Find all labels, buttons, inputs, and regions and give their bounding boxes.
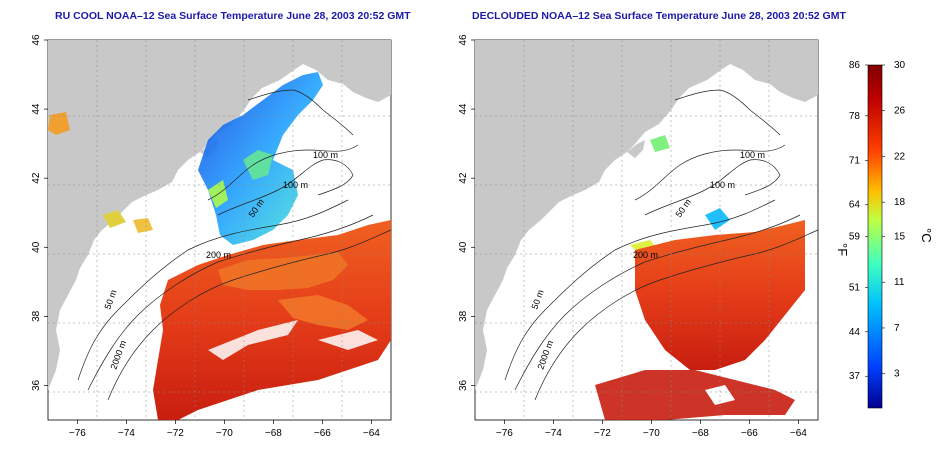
y-tick-label: 40 bbox=[31, 241, 42, 253]
celsius-tick-label: 7 bbox=[894, 323, 900, 334]
colorbar-gradient bbox=[867, 64, 883, 409]
fahrenheit-tick-label: 59 bbox=[849, 232, 861, 243]
y-tick-label: 38 bbox=[458, 310, 469, 322]
panel-left-title: RU COOL NOAA–12 Sea Surface Temperature … bbox=[55, 10, 411, 22]
y-tick-label: 36 bbox=[458, 379, 469, 391]
left-map-panel: 100 m 100 m 50 m 200 m 50 m 2000 m bbox=[47, 39, 392, 421]
x-tick-label: −66 bbox=[314, 428, 331, 439]
contour-label: 100 m bbox=[283, 180, 308, 190]
celsius-tick-label: 3 bbox=[894, 369, 900, 380]
x-tick-label: −70 bbox=[216, 428, 233, 439]
x-tick-label: −72 bbox=[594, 428, 611, 439]
y-tick-label: 46 bbox=[31, 34, 42, 46]
right-map-panel: 100 m 100 m 50 m 200 m 50 m 2000 m bbox=[474, 39, 819, 421]
x-tick-label: −64 bbox=[363, 428, 380, 439]
contour-label: 100 m bbox=[313, 150, 338, 160]
celsius-label: °C bbox=[919, 228, 934, 243]
x-tick-label: −64 bbox=[790, 428, 807, 439]
lat-lon-grid bbox=[475, 40, 818, 420]
contour-label: 100 m bbox=[710, 180, 735, 190]
fahrenheit-tick-label: 86 bbox=[849, 60, 861, 71]
celsius-tick-label: 22 bbox=[894, 151, 906, 162]
panel-right-title: DECLOUDED NOAA–12 Sea Surface Temperatur… bbox=[472, 10, 846, 22]
y-tick-label: 44 bbox=[31, 103, 42, 115]
x-tick-label: −74 bbox=[545, 428, 562, 439]
fahrenheit-tick-label: 51 bbox=[849, 282, 861, 293]
lat-lon-grid bbox=[48, 40, 391, 420]
x-tick-label: −76 bbox=[496, 428, 513, 439]
y-tick-label: 42 bbox=[31, 172, 42, 184]
y-tick-label: 40 bbox=[458, 241, 469, 253]
contour-label: 100 m bbox=[740, 150, 765, 160]
fahrenheit-tick-label: 71 bbox=[849, 155, 861, 166]
fahrenheit-label: °F bbox=[835, 243, 850, 256]
cold-patch bbox=[650, 135, 670, 152]
y-tick-label: 46 bbox=[458, 34, 469, 46]
celsius-tick-label: 26 bbox=[894, 106, 906, 117]
fahrenheit-tick-label: 37 bbox=[849, 371, 861, 382]
celsius-tick-label: 15 bbox=[894, 232, 906, 243]
y-tick-label: 42 bbox=[458, 172, 469, 184]
x-tick-label: −72 bbox=[167, 428, 184, 439]
celsius-tick-label: 30 bbox=[894, 60, 906, 71]
y-tick-label: 36 bbox=[31, 379, 42, 391]
celsius-tick-label: 18 bbox=[894, 197, 906, 208]
celsius-tick-label: 11 bbox=[894, 277, 905, 288]
warm-water-region bbox=[595, 220, 805, 420]
fahrenheit-tick-label: 64 bbox=[849, 200, 861, 211]
right-panel-axes: −76 −74 −72 −70 −68 −66 −64 36 38 40 42 44 46 bbox=[458, 34, 807, 439]
y-tick-label: 44 bbox=[458, 103, 469, 115]
warm-patch bbox=[133, 218, 153, 233]
colorbar: 30 26 22 18 15 11 7 3 86 78 71 64 59 51 44 37 °F °C bbox=[835, 60, 934, 409]
warm-patch bbox=[48, 112, 70, 135]
x-tick-label: −68 bbox=[692, 428, 709, 439]
x-tick-label: −70 bbox=[643, 428, 660, 439]
contour-label: 200 m bbox=[633, 250, 658, 260]
fahrenheit-tick-label: 44 bbox=[849, 327, 861, 338]
warm-patch bbox=[103, 210, 126, 228]
x-tick-label: −76 bbox=[69, 428, 86, 439]
x-tick-label: −66 bbox=[741, 428, 758, 439]
x-tick-label: −74 bbox=[118, 428, 135, 439]
cold-patch bbox=[705, 208, 730, 230]
cold-water-region bbox=[198, 72, 323, 245]
left-panel-axes: −76 −74 −72 −70 −68 −66 −64 36 38 40 42 44 46 bbox=[31, 34, 380, 439]
contour-label: 200 m bbox=[206, 250, 231, 260]
warm-water-region bbox=[153, 220, 391, 420]
y-tick-label: 38 bbox=[31, 310, 42, 322]
x-tick-label: −68 bbox=[265, 428, 282, 439]
fahrenheit-tick-label: 78 bbox=[849, 111, 861, 122]
